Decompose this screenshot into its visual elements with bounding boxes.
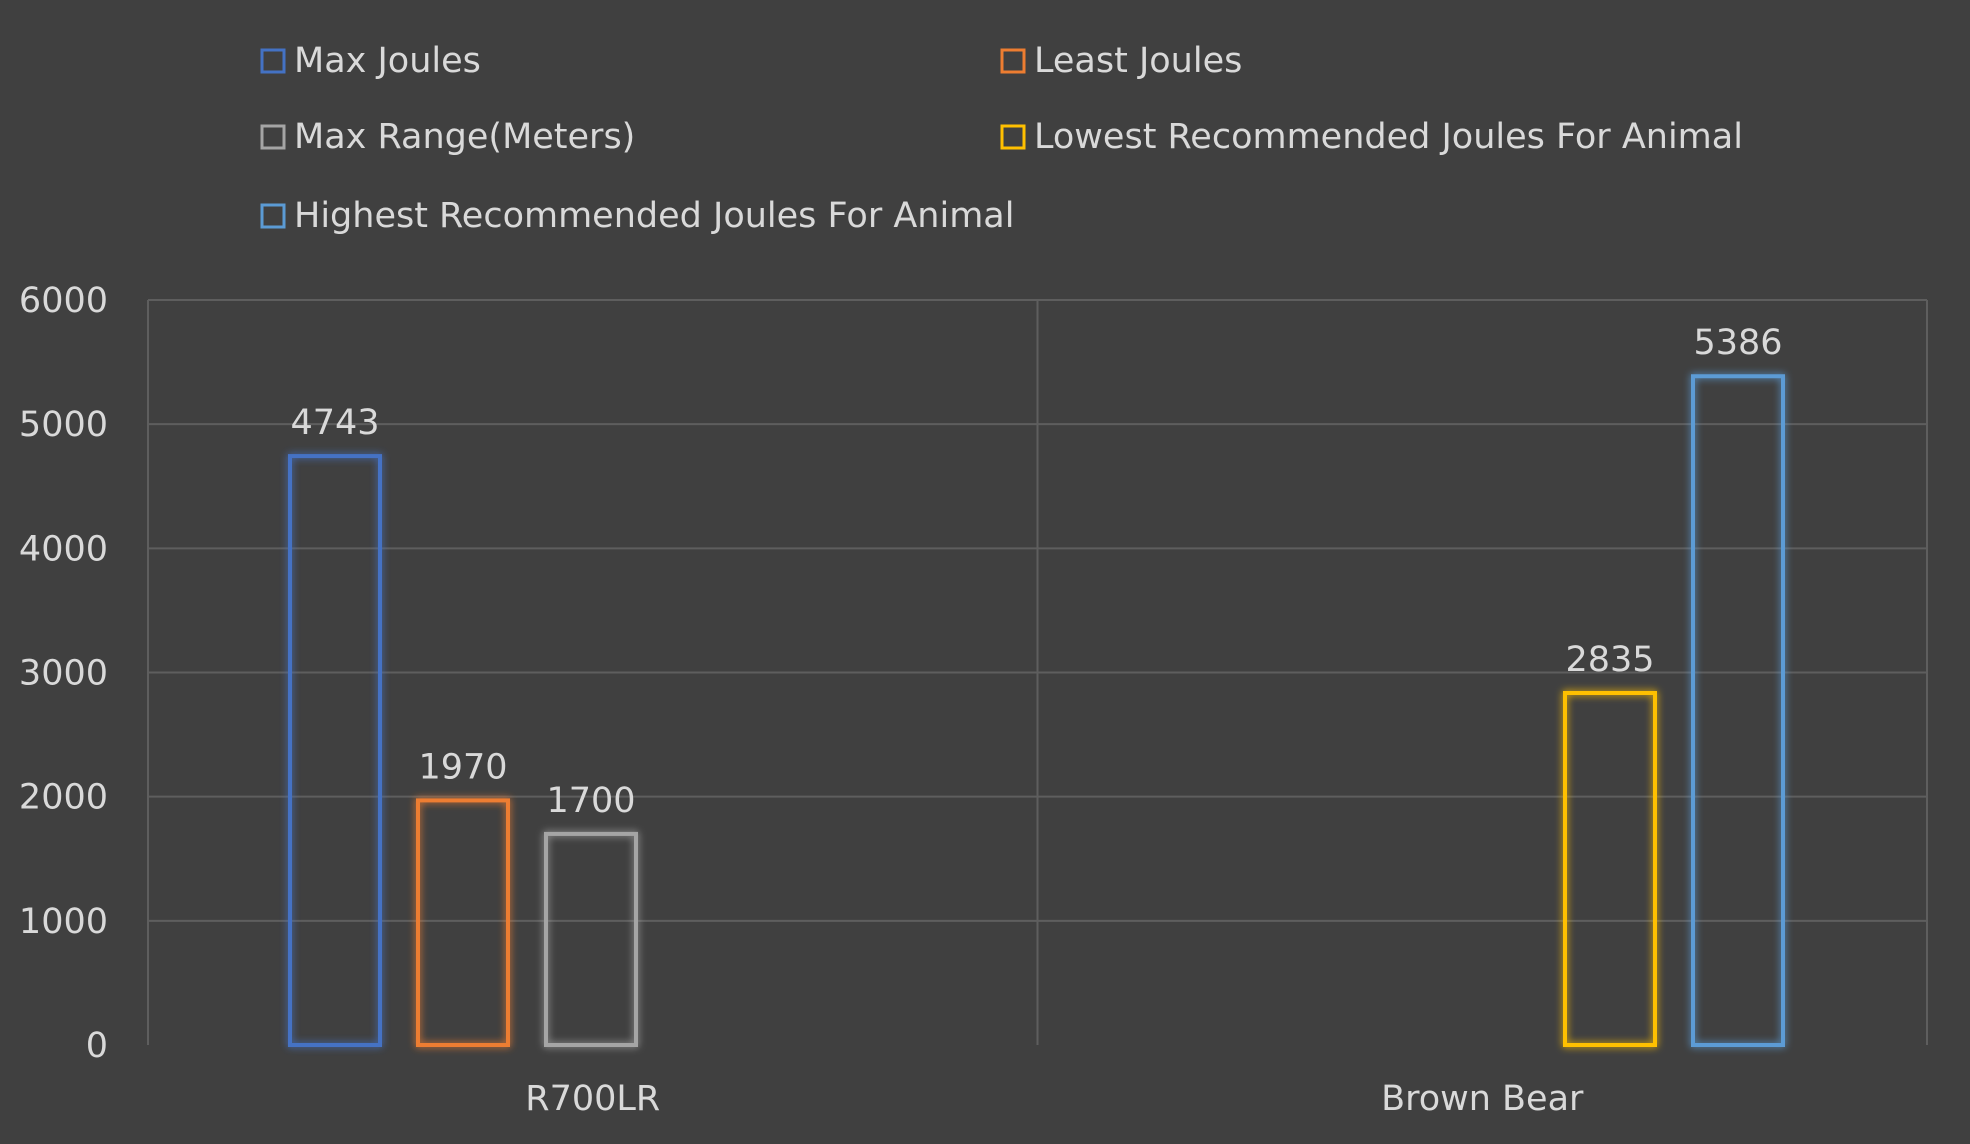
bar-least-joules-r700lr bbox=[416, 798, 510, 1047]
data-label-lowest-recommended-joules-for-animal-brown-bear: 2835 bbox=[1565, 640, 1654, 680]
legend-swatch-highest-recommended-joules-for-animal bbox=[260, 203, 286, 229]
y-tick-label-4000: 4000 bbox=[19, 529, 108, 569]
legend-label-max-joules: Max Joules bbox=[294, 41, 481, 81]
legend-swatch-max-joules bbox=[260, 48, 286, 74]
y-tick-label-0: 0 bbox=[86, 1026, 108, 1066]
legend-label-max-range-meters: Max Range(Meters) bbox=[294, 117, 635, 157]
data-label-highest-recommended-joules-for-animal-brown-bear: 5386 bbox=[1693, 323, 1782, 363]
legend-swatch-least-joules bbox=[1000, 48, 1026, 74]
bars bbox=[288, 374, 1785, 1048]
legend-swatch-max-range-meters bbox=[260, 124, 286, 150]
gridlines bbox=[147, 299, 1928, 1045]
y-tick-label-6000: 6000 bbox=[19, 281, 108, 321]
y-tick-label-2000: 2000 bbox=[19, 778, 108, 818]
data-label-max-range-meters-r700lr: 1700 bbox=[546, 781, 635, 821]
data-label-least-joules-r700lr: 1970 bbox=[418, 747, 507, 787]
y-axis: 0 1000 2000 3000 4000 5000 6000 bbox=[19, 281, 108, 1066]
legend-label-lowest-recommended-joules-for-animal: Lowest Recommended Joules For Animal bbox=[1034, 117, 1743, 157]
y-tick-label-1000: 1000 bbox=[19, 902, 108, 942]
data-label-max-joules-r700lr: 4743 bbox=[290, 403, 379, 443]
x-tick-label-r700lr: R700LR bbox=[525, 1079, 660, 1119]
legend-label-highest-recommended-joules-for-animal: Highest Recommended Joules For Animal bbox=[294, 196, 1014, 236]
bar-max-range-meters-r700lr bbox=[544, 831, 638, 1048]
y-tick-label-3000: 3000 bbox=[19, 654, 108, 694]
legend-label-least-joules: Least Joules bbox=[1034, 41, 1242, 81]
legend-swatch-lowest-recommended-joules-for-animal bbox=[1000, 124, 1026, 150]
bar-lowest-recommended-joules-for-animal-brown-bear bbox=[1563, 690, 1657, 1047]
data-labels: 4743 1970 1700 2835 5386 bbox=[290, 323, 1782, 821]
y-tick-label-5000: 5000 bbox=[19, 405, 108, 445]
bar-max-joules-r700lr bbox=[288, 454, 382, 1047]
x-axis: R700LR Brown Bear bbox=[525, 1079, 1584, 1119]
x-tick-label-brown-bear: Brown Bear bbox=[1381, 1079, 1584, 1119]
legend: Max Joules Least Joules Max Range(Meters) L… bbox=[260, 41, 1743, 236]
bar-highest-recommended-joules-for-animal-brown-bear bbox=[1691, 374, 1785, 1047]
